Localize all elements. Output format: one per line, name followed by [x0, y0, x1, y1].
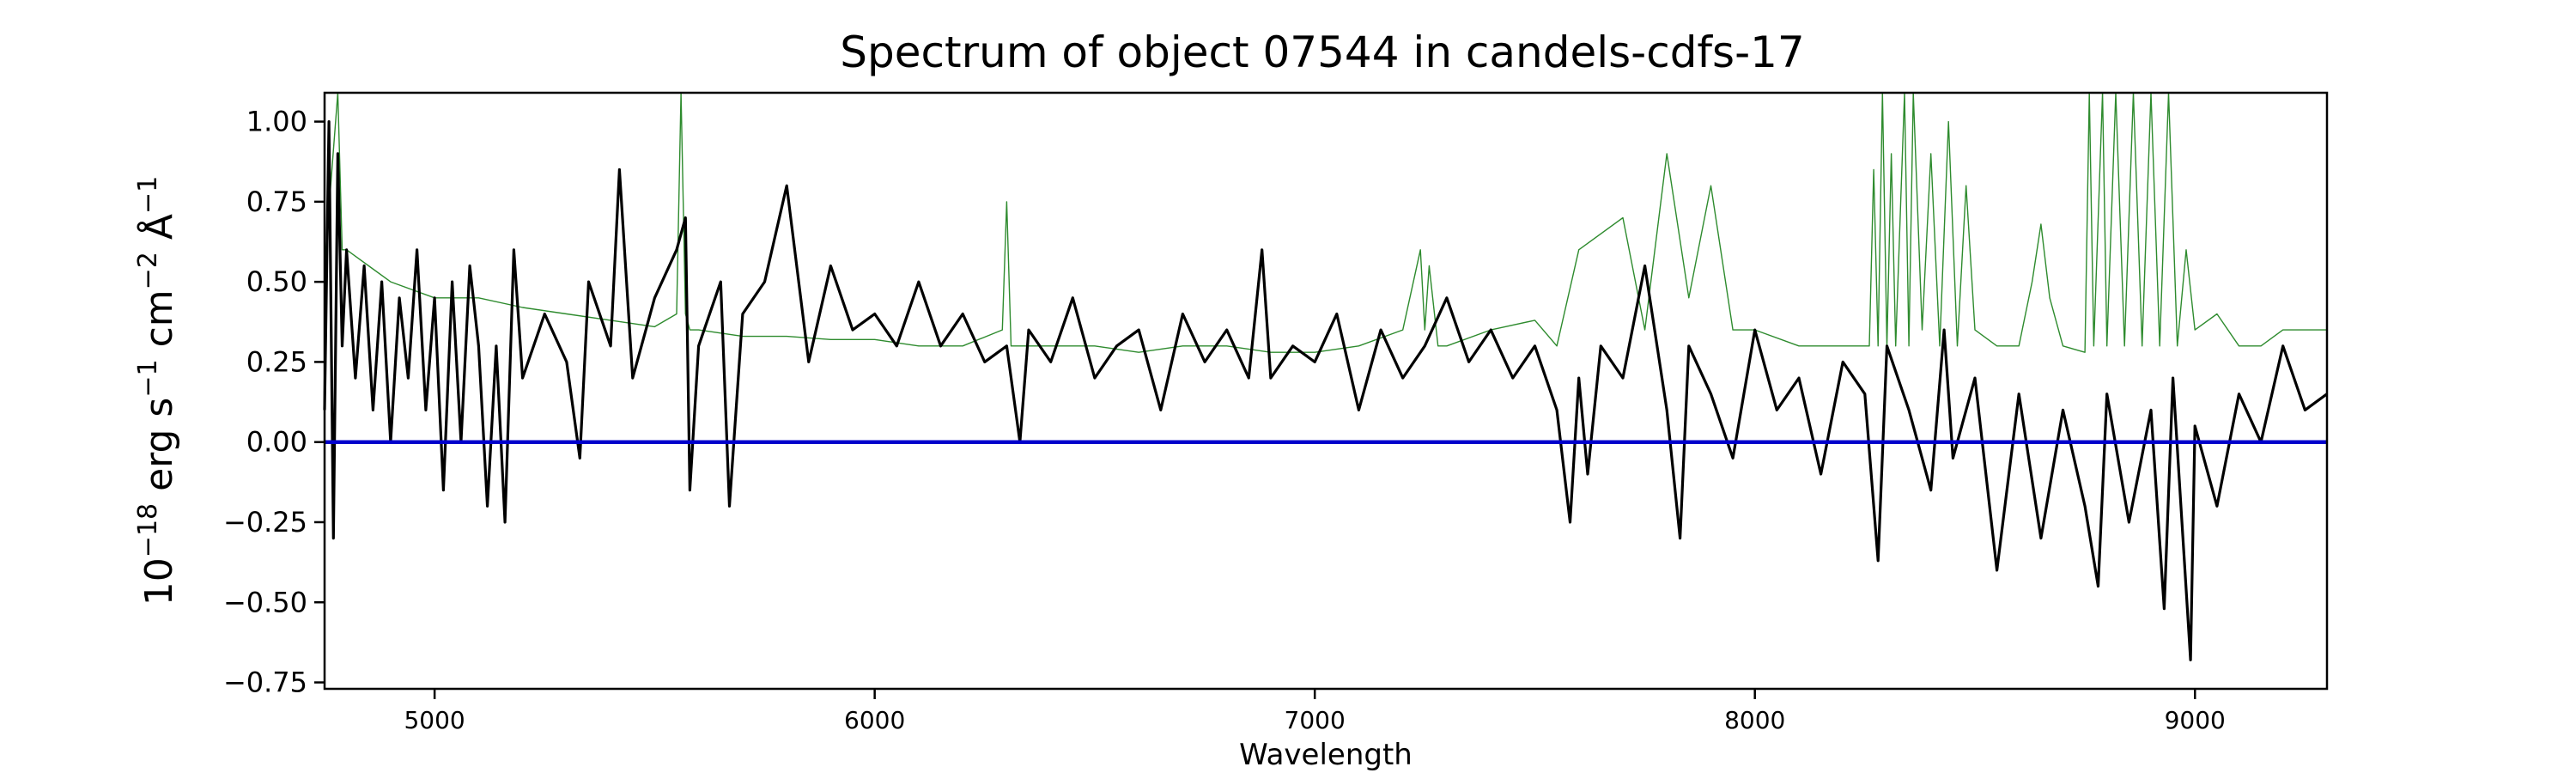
y-tick-label: 1.00 [246, 106, 307, 138]
x-tick-label: 7000 [1285, 706, 1346, 734]
y-label-unit-1-exp: −1 [133, 359, 163, 397]
x-tick-label: 6000 [844, 706, 905, 734]
y-label-exp: −18 [133, 503, 163, 557]
y-tick-label: −0.25 [223, 506, 307, 539]
x-tick-label: 8000 [1724, 706, 1785, 734]
y-tick-label: −0.50 [223, 586, 307, 618]
chart-title: Spectrum of object 07544 in candels-cdfs… [840, 27, 1805, 77]
ticks-layer: 5000 6000 7000 8000 9000 −0.75 −0.50 −0.25 0.00 0… [223, 106, 2226, 734]
y-label-base: 10 [137, 557, 181, 606]
x-tick-label: 9000 [2165, 706, 2226, 734]
y-label-unit-2-exp: −2 [133, 252, 163, 289]
y-tick-label: 0.50 [246, 265, 307, 298]
y-label-unit-3-exp: −1 [133, 176, 163, 214]
y-tick-label: 0.00 [246, 426, 307, 459]
x-axis-label: Wavelength [1239, 738, 1413, 772]
series-line-flux [323, 120, 2328, 662]
y-tick-label: 0.25 [246, 345, 307, 378]
y-tick-label: −0.75 [223, 666, 307, 699]
x-tick-label: 5000 [404, 706, 465, 734]
y-tick-label: 0.75 [246, 186, 307, 218]
series-layer [323, 92, 2328, 662]
y-label-unit-2: cm [137, 289, 181, 359]
series-line-model [324, 92, 2327, 353]
plot-frame [323, 91, 2329, 691]
y-label-unit-3: Å [136, 214, 181, 252]
y-axis-label: 10−18 erg s−1 cm−2 Å−1 [133, 176, 181, 606]
y-label-unit-1: erg s [137, 398, 181, 503]
